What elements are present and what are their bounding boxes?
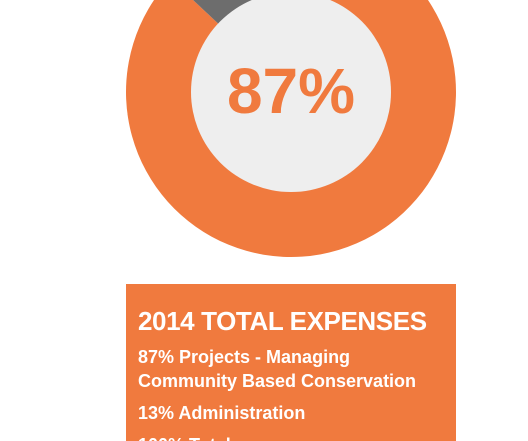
donut-center-label: 87%: [227, 55, 355, 127]
card-line-projects: 87% Projects - Managing Community Based …: [138, 347, 417, 391]
donut-hole: [191, 0, 391, 192]
card-line-total: 100% Total: [138, 433, 438, 441]
expenses-card: 2014 TOTAL EXPENSES 87% Projects - Manag…: [126, 284, 456, 441]
card-line-administration: 13% Administration: [138, 403, 306, 423]
card-title: 2014 TOTAL EXPENSES: [138, 306, 427, 336]
